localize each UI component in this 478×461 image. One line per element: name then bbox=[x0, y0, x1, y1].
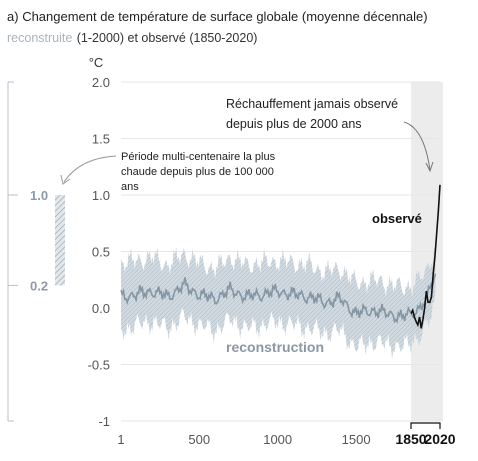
annotation-right-line2: depuis plus de 2000 ans bbox=[226, 117, 362, 131]
y-tick-label: 1.5 bbox=[92, 132, 110, 147]
y-axis-unit: °C bbox=[89, 55, 104, 70]
y-tick-label: -0.5 bbox=[88, 358, 110, 373]
side-tick-low: 0.2 bbox=[30, 278, 48, 293]
chart-subtitle: reconstruite (1-2000) et observé (1850-2… bbox=[7, 29, 257, 46]
annotation-left-arrow bbox=[63, 155, 117, 183]
grid-lines bbox=[121, 81, 440, 422]
observed-period-bracket bbox=[410, 422, 441, 429]
reconstruction-band bbox=[121, 246, 436, 359]
y-tick-label: 1.0 bbox=[92, 188, 110, 203]
annotation-left-arrowhead bbox=[60, 174, 71, 185]
chart-title: a) Changement de température de surface … bbox=[7, 9, 428, 24]
y-tick-label: 0.0 bbox=[92, 301, 110, 316]
y-tick-label: 0.5 bbox=[92, 245, 110, 260]
x-tick-label-bold: 1850 bbox=[395, 431, 426, 447]
annotation-right-line1: Réchauffement jamais observé bbox=[226, 97, 398, 111]
x-tick-label: 1000 bbox=[263, 432, 292, 447]
x-tick-label: 500 bbox=[188, 432, 210, 447]
y-axis-ticks: 2.0 1.5 1.0 0.5 0.0 -0.5 -1 bbox=[88, 75, 110, 429]
reconstruction-uncertainty-band bbox=[121, 246, 436, 359]
annotation-left-line3: ans bbox=[121, 181, 139, 193]
annotation-left-line1: Période multi-centenaire la plus bbox=[121, 151, 276, 163]
series-lines bbox=[120, 184, 441, 329]
annotation-right-arrow bbox=[403, 121, 431, 171]
x-tick-label-bold: 2020 bbox=[424, 431, 455, 447]
y-tick-label: -1 bbox=[98, 414, 110, 429]
reconstruction-label: reconstruction bbox=[226, 339, 324, 355]
y-tick-label: 2.0 bbox=[92, 75, 110, 90]
x-tick-label: 1 bbox=[117, 432, 124, 447]
side-tick-high: 1.0 bbox=[30, 188, 48, 203]
observed-label: observé bbox=[372, 211, 422, 226]
annotation-right-arrowhead bbox=[425, 161, 434, 173]
reconstruction-line bbox=[120, 273, 437, 324]
x-tick-label: 1500 bbox=[342, 432, 371, 447]
annotation-left-line2: chaude depuis plus de 100 000 bbox=[121, 166, 274, 178]
side-warm-period-bar bbox=[55, 195, 65, 286]
observed-line bbox=[410, 184, 441, 329]
